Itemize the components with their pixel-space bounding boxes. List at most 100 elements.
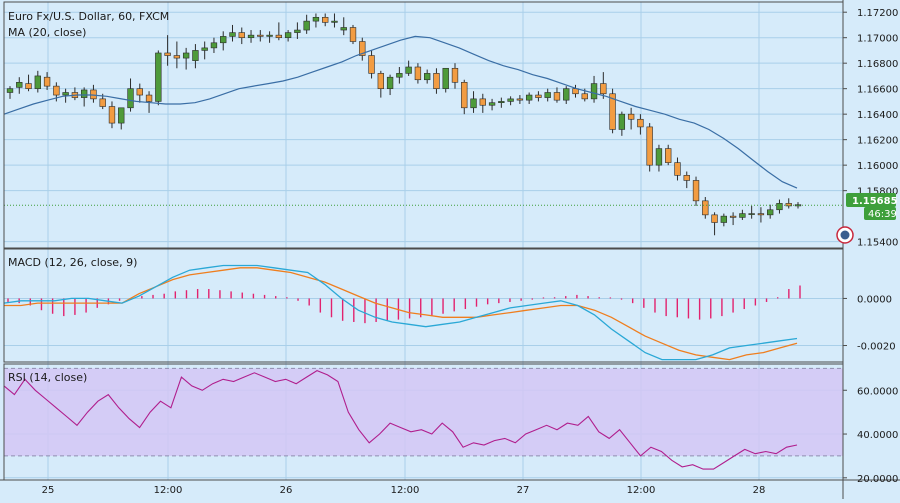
candle-bullish: [655, 148, 663, 166]
candle-bearish: [53, 85, 60, 96]
rsi-layer: [3, 369, 798, 470]
countdown-tag-bg: [864, 207, 896, 220]
candle-bullish: [284, 32, 292, 38]
candle-bullish: [34, 75, 41, 89]
rsi-legend-label: RSI (14, close): [8, 371, 87, 384]
goto-realtime-button[interactable]: [836, 226, 854, 244]
candle-bearish: [433, 73, 440, 89]
price-y-tick-label: 1.16000: [857, 161, 898, 172]
candle-bearish: [145, 94, 153, 102]
candle-bearish: [609, 93, 616, 130]
x-tick-label: 12:00: [154, 485, 183, 496]
candle-bearish: [25, 83, 32, 89]
candle-bullish: [80, 89, 88, 98]
candle-bullish: [294, 29, 301, 33]
price-y-tick-label: 1.15800: [857, 187, 898, 198]
candle-bearish: [461, 82, 468, 109]
candle-bullish: [590, 83, 598, 100]
candle-bullish: [386, 76, 394, 89]
candle-bearish: [637, 118, 644, 128]
rsi-overbought-oversold-band: [4, 368, 843, 456]
candle-bullish: [442, 67, 449, 89]
candle-bearish: [553, 92, 561, 101]
last-price-tag: 1.15685: [846, 193, 898, 207]
candle-bullish: [331, 20, 338, 23]
candle-bearish: [136, 88, 143, 96]
candle-bullish: [507, 98, 514, 102]
candle-bearish: [257, 34, 264, 37]
candle-bullish: [182, 52, 190, 59]
candle-bullish: [62, 92, 69, 96]
countdown-text: 46:39: [868, 209, 897, 220]
rsi-y-tick-label: 60.0000: [857, 386, 898, 397]
candle-bearish: [451, 67, 459, 83]
candle-bullish: [525, 94, 533, 101]
candle-bullish: [470, 98, 477, 109]
price-y-tick-label: 1.15400: [857, 238, 898, 249]
rsi-line: [3, 369, 798, 470]
rsi-y-tick-label: 40.0000: [857, 430, 898, 441]
ma-legend-label: MA (20, close): [8, 26, 86, 39]
candle-bullish: [739, 213, 746, 218]
price-layer: [3, 13, 843, 236]
last-price-text: 1.15685: [852, 196, 898, 207]
last-price-tag-bg: [846, 193, 896, 207]
candle-bearish: [674, 162, 681, 176]
candle-bullish: [618, 113, 626, 130]
price-y-tick-label: 1.16800: [857, 59, 898, 70]
candle-bearish: [99, 98, 106, 107]
candle-bearish: [322, 16, 329, 23]
candle-bullish: [303, 20, 310, 31]
x-tick-label: 27: [517, 485, 530, 496]
candle-bearish: [665, 148, 672, 163]
candle-bullish: [776, 203, 783, 211]
candle-bearish: [702, 200, 709, 216]
rsi-band-layer: [4, 367, 843, 457]
candle-bearish: [535, 94, 542, 98]
candle-bearish: [479, 98, 486, 106]
candle-bearish: [646, 126, 653, 166]
candle-bearish: [359, 41, 366, 56]
candle-bearish: [173, 55, 181, 59]
candle-bearish: [729, 215, 737, 218]
candle-bearish: [600, 83, 607, 95]
candle-bearish: [516, 98, 524, 101]
candle-bearish: [683, 175, 690, 181]
price-y-tick-label: 1.17000: [857, 34, 898, 45]
candle-bullish: [201, 47, 208, 51]
candle-bearish: [108, 106, 116, 124]
candle-bullish: [794, 204, 802, 207]
candle-bullish: [748, 213, 755, 215]
x-tick-label: 25: [42, 485, 55, 496]
candle-bullish: [498, 101, 505, 103]
pane-frame: [3, 1, 844, 249]
macd-y-tick-label: 0.0000: [857, 294, 892, 305]
x-tick-label: 26: [280, 485, 293, 496]
price-y-tick-label: 1.16400: [857, 110, 898, 121]
candle-bearish: [757, 213, 765, 216]
countdown-tag: 46:39: [864, 207, 897, 220]
price-y-tick-label: 1.16600: [857, 85, 898, 96]
x-tick-label: 12:00: [391, 485, 420, 496]
candle-bullish: [127, 88, 134, 109]
candle-bearish: [581, 93, 588, 100]
candle-bearish: [43, 76, 51, 87]
macd-legend-label: MACD (12, 26, close, 9): [8, 256, 137, 269]
candle-bearish: [627, 113, 635, 120]
candle-bearish: [785, 203, 792, 207]
macd-y-tick-label: -0.0020: [857, 342, 896, 353]
x-tick-label: 28: [753, 485, 766, 496]
price-y-tick-label: 1.16200: [857, 136, 898, 147]
macd-layer: [3, 264, 801, 361]
candle-bullish: [220, 36, 227, 44]
candle-bearish: [368, 55, 375, 74]
candle-bullish: [312, 16, 320, 22]
candle-bearish: [692, 180, 700, 202]
axis-layer: 25 12:00 26 12:00 27 12:00 28 1.17200 1.17000 1.1…: [42, 8, 899, 496]
macd-line: [3, 264, 798, 361]
candle-bullish: [16, 82, 23, 88]
candle-bullish: [247, 34, 255, 38]
candle-bearish: [711, 214, 718, 223]
